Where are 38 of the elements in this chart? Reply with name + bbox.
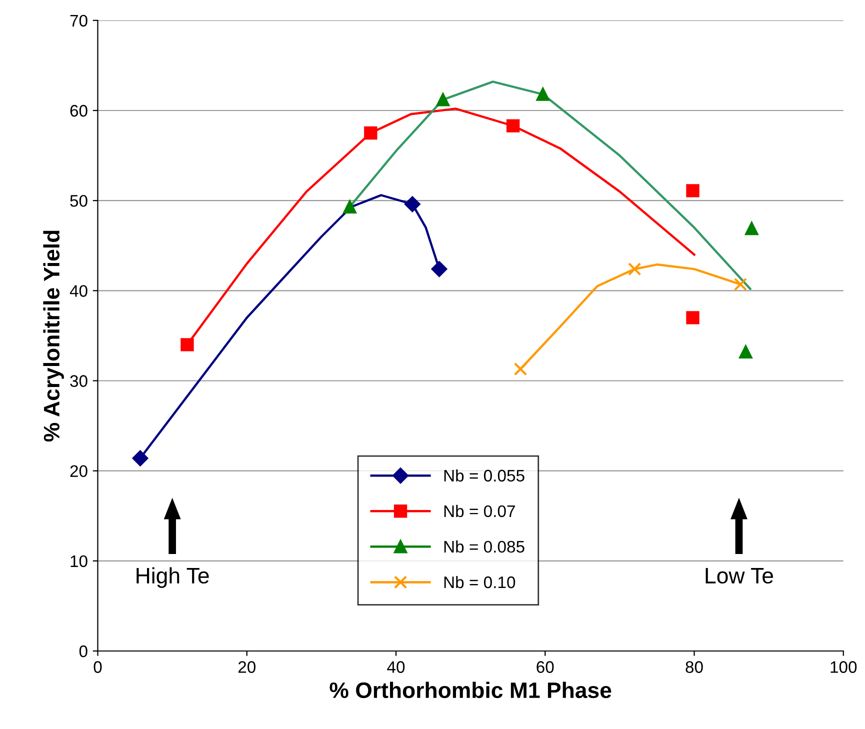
x-tick-label: 40: [387, 661, 405, 673]
point: [686, 184, 700, 198]
x-axis-title: % Orthorhombic M1 Phase: [330, 682, 612, 698]
point: [506, 119, 520, 132]
point: [536, 88, 550, 101]
point: [364, 126, 378, 140]
annotation: High Te: [136, 567, 209, 588]
x-tick-label: 60: [536, 661, 554, 673]
point: [436, 93, 450, 106]
point: [686, 311, 700, 324]
y-axis-title: % Acrylonitrile Yield: [43, 230, 64, 442]
point: [343, 200, 356, 214]
point: [734, 278, 748, 291]
point: [404, 196, 420, 212]
legend-label: Nb = 0.07: [444, 504, 515, 518]
point: [745, 222, 758, 236]
legend-label: Nb = 0.10: [444, 576, 516, 588]
point: [132, 450, 148, 466]
x-tick-label: 80: [686, 661, 703, 673]
point: [514, 362, 528, 376]
y-tick-label: 60: [70, 104, 88, 117]
y-tick-label: 10: [70, 555, 88, 568]
point: [628, 262, 642, 276]
y-tick-label: 0: [79, 645, 88, 658]
point: [180, 338, 194, 352]
point: [739, 345, 752, 359]
x-tick-label: 0: [94, 661, 102, 673]
legend-label: Nb = 0.055: [444, 469, 524, 482]
y-tick-label: 40: [70, 285, 88, 297]
point: [431, 261, 448, 277]
y-tick-label: 30: [70, 375, 88, 387]
legend-label: Nb = 0.085: [444, 540, 524, 553]
x-tick-label: 20: [238, 661, 256, 673]
y-tick-label: 20: [70, 465, 88, 478]
y-tick-label: 70: [70, 14, 88, 27]
y-tick-label: 50: [70, 194, 88, 207]
annotation: Low Te: [706, 568, 774, 584]
x-tick-label: 100: [830, 661, 857, 673]
